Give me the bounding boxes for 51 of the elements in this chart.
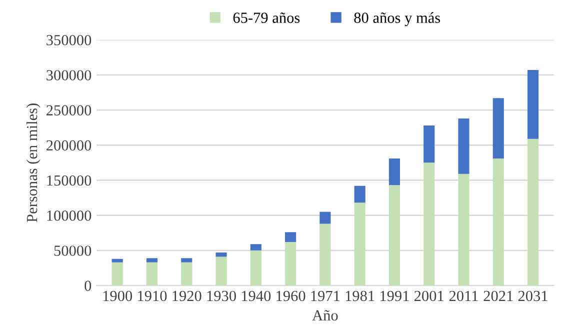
x-tick-label: 1981 [346, 290, 374, 302]
x-tick-label: 1920 [172, 290, 202, 302]
x-tick-label: 1910 [138, 290, 167, 302]
x-tick-label: 1991 [380, 290, 409, 302]
x-tick-label: 2011 [449, 290, 478, 302]
bar [250, 250, 262, 286]
bar [112, 262, 123, 286]
x-axis-title: Año [312, 310, 338, 321]
bar [320, 212, 331, 224]
bar [388, 185, 400, 286]
x-tick-label: 1971 [311, 290, 340, 302]
bar [181, 262, 192, 286]
bar [320, 224, 331, 286]
bar [112, 258, 123, 262]
y-tick-label: 0 [84, 280, 92, 291]
bar [285, 232, 296, 242]
y-tick-label: 350000 [46, 34, 92, 46]
x-tick-label: 1900 [103, 290, 132, 302]
bar [146, 258, 158, 262]
bar [492, 98, 504, 158]
bar [354, 186, 366, 203]
y-axis-title: Personas (en miles) [26, 104, 40, 222]
bar [527, 138, 539, 286]
x-tick-label: 2031 [518, 290, 548, 302]
bar [354, 202, 366, 286]
bar [216, 256, 227, 286]
legend-label: 65-79 años [233, 12, 300, 23]
bar [250, 244, 262, 250]
bar [424, 125, 435, 163]
bar [146, 262, 158, 286]
y-tick-label: 100000 [47, 210, 92, 221]
x-tick-label: 2001 [414, 290, 444, 302]
bar [285, 242, 296, 286]
x-tick-label: 2021 [484, 290, 513, 302]
bar [388, 158, 400, 186]
bar [527, 70, 539, 139]
x-tick-label: 1960 [276, 290, 306, 302]
bar [216, 252, 227, 257]
x-tick-label: 1930 [207, 290, 236, 302]
y-tick-label: 300000 [46, 70, 92, 80]
bar [458, 118, 470, 174]
y-tick-label: 150000 [47, 175, 92, 186]
bar [492, 158, 504, 286]
bar [424, 162, 435, 286]
legend-label: 80 años y más [354, 12, 440, 26]
y-tick-label: 200000 [46, 140, 92, 151]
bar [181, 258, 192, 262]
bar [458, 174, 470, 286]
x-tick-label: 1940 [242, 290, 271, 302]
y-tick-label: 50000 [54, 246, 92, 256]
y-tick-label: 250000 [46, 105, 92, 116]
